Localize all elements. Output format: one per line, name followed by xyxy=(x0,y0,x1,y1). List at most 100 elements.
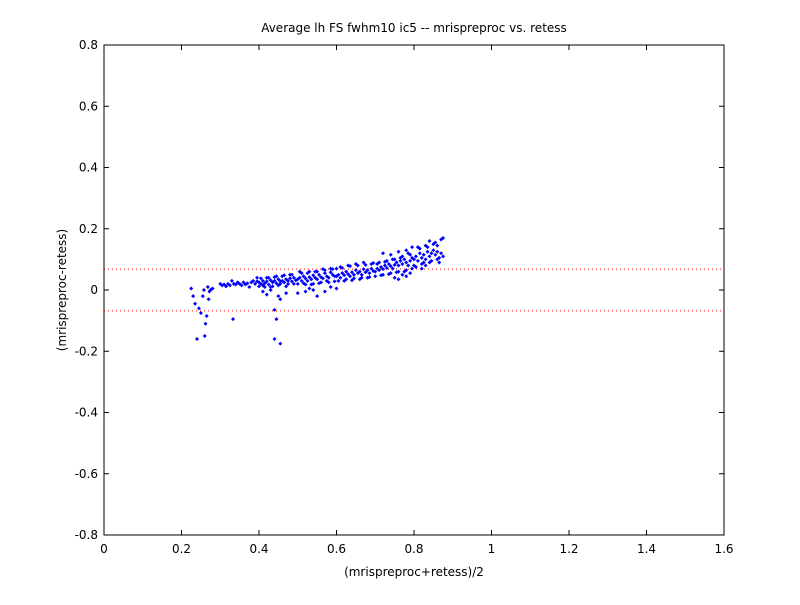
scatter-point xyxy=(423,257,428,262)
scatter-point xyxy=(435,257,440,262)
scatter-point xyxy=(326,275,331,280)
scatter-point xyxy=(408,258,413,263)
scatter-point xyxy=(309,277,314,282)
scatter-point xyxy=(421,260,426,265)
scatter-point xyxy=(266,282,271,287)
scatter-point xyxy=(191,294,196,299)
scatter-point xyxy=(336,272,341,277)
scatter-point xyxy=(417,251,422,256)
scatter-point xyxy=(429,258,434,263)
scatter-point xyxy=(284,284,289,289)
scatter-point xyxy=(274,274,279,279)
scatter-point xyxy=(253,281,258,286)
scatter-point xyxy=(324,278,329,283)
scatter-point xyxy=(284,291,289,296)
y-tick-label: -0.2 xyxy=(75,344,98,358)
scatter-point xyxy=(392,262,397,267)
scatter-point xyxy=(224,284,229,289)
scatter-point xyxy=(435,243,440,248)
x-axis-label: (mrispreproc+retess)/2 xyxy=(344,565,484,579)
scatter-point xyxy=(260,278,265,283)
scatter-point xyxy=(406,251,411,256)
scatter-point xyxy=(295,291,300,296)
scatter-point xyxy=(295,281,300,286)
scatter-point xyxy=(381,267,385,272)
scatter-point xyxy=(421,252,426,257)
scatter-point xyxy=(274,281,279,286)
scatter-point xyxy=(251,278,256,283)
scatter-point xyxy=(353,268,358,273)
scatter-point xyxy=(301,281,306,286)
scatter-point xyxy=(336,278,341,283)
scatter-point xyxy=(291,275,296,280)
scatter-point xyxy=(313,269,318,274)
scatter-point xyxy=(305,271,310,276)
scatter-point xyxy=(268,278,273,283)
scatter-point xyxy=(348,274,353,279)
y-tick-label: 0.4 xyxy=(79,161,98,175)
scatter-point xyxy=(289,279,294,284)
scatter-point xyxy=(204,314,209,319)
scatter-point xyxy=(437,260,442,265)
scatter-point xyxy=(415,258,420,263)
scatter-point xyxy=(365,268,370,273)
scatter-point xyxy=(334,286,339,291)
scatter-point xyxy=(404,274,409,279)
scatter-point xyxy=(375,261,380,266)
scatter-point xyxy=(400,272,405,277)
scatter-point xyxy=(260,289,265,294)
scatter-point xyxy=(255,275,260,280)
scatter-point xyxy=(289,272,294,277)
scatter-point xyxy=(410,266,415,271)
scatter-point xyxy=(193,301,198,306)
scatter-point xyxy=(332,279,337,284)
scatter-point xyxy=(404,260,409,265)
scatter-point xyxy=(361,260,366,265)
scatter-point xyxy=(282,280,287,285)
scatter-point xyxy=(272,278,277,283)
x-tick-label: 0 xyxy=(100,542,108,556)
scatter-point xyxy=(262,284,267,289)
scatter-point xyxy=(344,269,349,274)
scatter-point xyxy=(200,294,205,299)
scatter-point xyxy=(394,270,399,275)
scatter-point xyxy=(348,264,353,269)
scatter-point xyxy=(427,254,432,259)
scatter-point xyxy=(388,264,393,269)
scatter-point xyxy=(379,265,384,270)
scatter-point xyxy=(278,297,283,302)
scatter-point xyxy=(307,275,312,280)
scatter-point xyxy=(417,246,422,251)
scatter-point xyxy=(303,289,308,294)
scatter-point xyxy=(291,281,296,286)
scatter-point xyxy=(402,269,407,274)
scatter-point xyxy=(435,249,440,254)
scatter-point xyxy=(278,281,283,286)
reference-lines xyxy=(104,268,724,312)
x-tick-label: 1 xyxy=(488,542,496,556)
scatter-point xyxy=(239,283,244,288)
scatter-point xyxy=(396,277,401,282)
scatter-point xyxy=(231,317,236,322)
scatter-point xyxy=(189,286,194,291)
scatter-point xyxy=(431,248,436,253)
scatter-point xyxy=(381,251,385,256)
scatter-point xyxy=(388,252,393,257)
scatter-point xyxy=(373,274,378,279)
scatter-point xyxy=(433,252,438,257)
x-tick-label: 0.8 xyxy=(404,542,423,556)
scatter-point xyxy=(311,273,316,278)
scatter-point xyxy=(359,275,364,280)
x-tick-label: 1.4 xyxy=(637,542,656,556)
scatter-point xyxy=(227,283,232,288)
scatter-point xyxy=(350,270,354,275)
scatter-point xyxy=(322,271,327,276)
scatter-point xyxy=(408,271,413,276)
scatter-point xyxy=(404,248,409,253)
scatter-point xyxy=(229,278,234,283)
scatter-point xyxy=(297,269,302,274)
scatter-point xyxy=(264,279,269,284)
scatter-point xyxy=(317,272,322,277)
scatter-point xyxy=(268,288,273,292)
